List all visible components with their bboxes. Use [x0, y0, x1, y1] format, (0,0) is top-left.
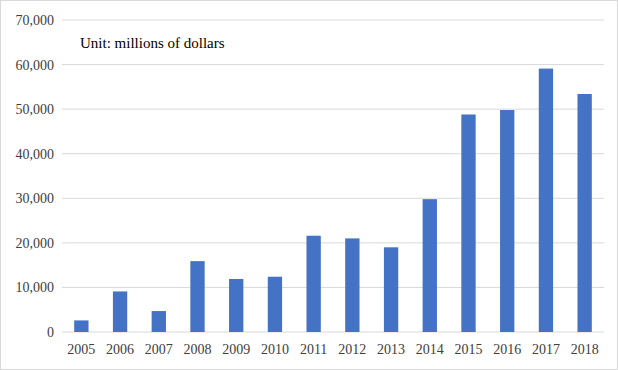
x-tick-label: 2013 [377, 342, 405, 357]
bar [229, 279, 243, 332]
y-tick-label: 10,000 [16, 280, 55, 295]
y-tick-label: 70,000 [16, 13, 55, 28]
x-tick-label: 2006 [106, 342, 134, 357]
bar [152, 311, 166, 332]
y-tick-label: 40,000 [16, 147, 55, 162]
bar [268, 277, 282, 332]
grid-line [62, 287, 604, 288]
x-tick-label: 2005 [67, 342, 95, 357]
bar [577, 94, 591, 332]
y-tick-label: 50,000 [16, 102, 55, 117]
bar [423, 199, 437, 332]
bars [74, 69, 592, 332]
bar [74, 320, 88, 332]
x-tick-label: 2010 [261, 342, 289, 357]
x-tick-label: 2014 [416, 342, 444, 357]
frame [1, 1, 618, 370]
x-tick-label: 2015 [455, 342, 483, 357]
bar [345, 238, 359, 332]
y-tick-label: 30,000 [16, 191, 55, 206]
annotation: Unit: millions of dollars [80, 35, 225, 51]
x-tick-label: 2012 [338, 342, 366, 357]
x-tick-label: 2018 [571, 342, 599, 357]
grid-line [62, 242, 604, 243]
chart: 0 10,000 20,000 30,000 40,000 50,000 60,000 70,… [0, 0, 618, 370]
x-tick-label: 2008 [184, 342, 212, 357]
bar [113, 291, 127, 332]
grid-line [62, 64, 604, 65]
bar [384, 247, 398, 332]
x-tick-label: 2016 [493, 342, 521, 357]
bar [190, 261, 204, 332]
bar [461, 114, 475, 332]
grid-line [62, 109, 604, 110]
y-tick-label: 20,000 [16, 236, 55, 251]
grid-line [62, 20, 604, 21]
bar [500, 110, 514, 332]
y-tick-label: 60,000 [16, 58, 55, 73]
grid-line [62, 332, 604, 333]
grid-line [62, 153, 604, 154]
grid-line [62, 198, 604, 199]
x-tick-label: 2009 [222, 342, 250, 357]
bar [539, 69, 553, 332]
x-tick-label: 2007 [145, 342, 173, 357]
y-tick-label: 0 [47, 325, 54, 340]
bar [306, 236, 320, 332]
x-tick-label: 2017 [532, 342, 560, 357]
x-tick-label: 2011 [300, 342, 327, 357]
